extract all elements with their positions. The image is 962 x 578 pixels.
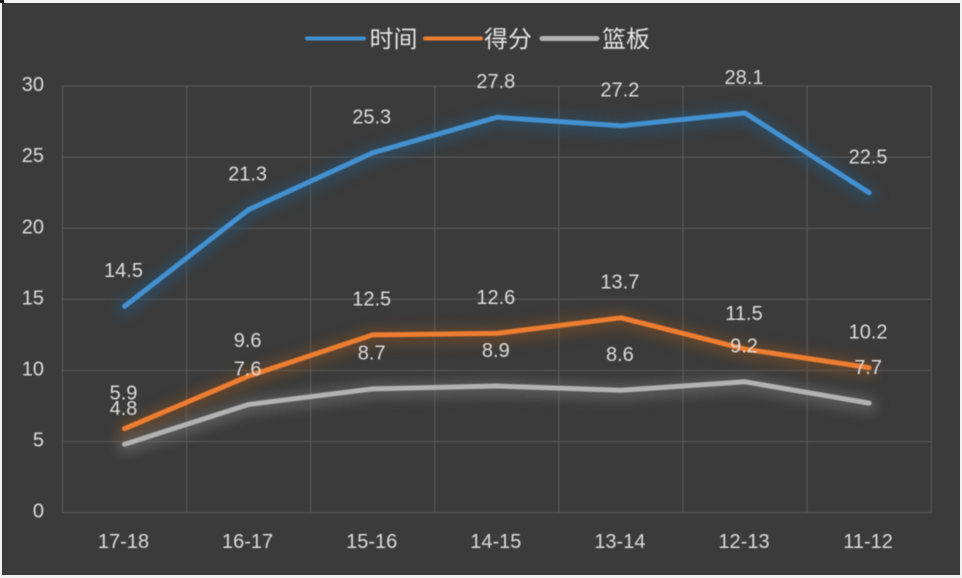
svg-text:14-15: 14-15 xyxy=(470,531,521,553)
svg-text:14.5: 14.5 xyxy=(104,260,143,282)
svg-text:9.2: 9.2 xyxy=(730,336,758,358)
svg-text:15-16: 15-16 xyxy=(346,531,397,553)
svg-text:20: 20 xyxy=(22,216,44,238)
svg-text:8.6: 8.6 xyxy=(606,344,634,366)
svg-text:25.3: 25.3 xyxy=(352,107,391,129)
svg-text:8.7: 8.7 xyxy=(358,343,386,365)
svg-text:12.5: 12.5 xyxy=(352,289,391,311)
svg-text:0: 0 xyxy=(33,501,44,523)
svg-text:7.6: 7.6 xyxy=(234,358,262,380)
svg-text:30: 30 xyxy=(22,74,44,96)
svg-text:27.2: 27.2 xyxy=(600,80,639,102)
svg-text:10.2: 10.2 xyxy=(849,321,888,343)
svg-text:28.1: 28.1 xyxy=(725,67,764,89)
svg-text:8.9: 8.9 xyxy=(482,340,510,362)
svg-text:12.6: 12.6 xyxy=(476,287,515,309)
svg-text:5: 5 xyxy=(33,430,44,452)
svg-text:25: 25 xyxy=(22,145,44,167)
svg-text:11.5: 11.5 xyxy=(725,303,762,325)
svg-text:21.3: 21.3 xyxy=(228,164,267,186)
svg-text:12-13: 12-13 xyxy=(718,531,769,553)
svg-text:17-18: 17-18 xyxy=(98,531,149,553)
svg-text:10: 10 xyxy=(22,359,44,381)
svg-text:16-17: 16-17 xyxy=(222,531,273,553)
svg-text:13.7: 13.7 xyxy=(600,272,639,294)
svg-text:27.8: 27.8 xyxy=(476,71,515,93)
svg-text:22.5: 22.5 xyxy=(849,147,888,169)
svg-text:5.9: 5.9 xyxy=(110,383,138,405)
svg-text:9.6: 9.6 xyxy=(234,330,262,352)
svg-text:4.8: 4.8 xyxy=(110,398,138,420)
svg-text:15: 15 xyxy=(22,287,44,309)
svg-text:13-14: 13-14 xyxy=(594,531,645,553)
svg-text:7.7: 7.7 xyxy=(854,357,882,379)
svg-text:11-12: 11-12 xyxy=(843,531,893,553)
